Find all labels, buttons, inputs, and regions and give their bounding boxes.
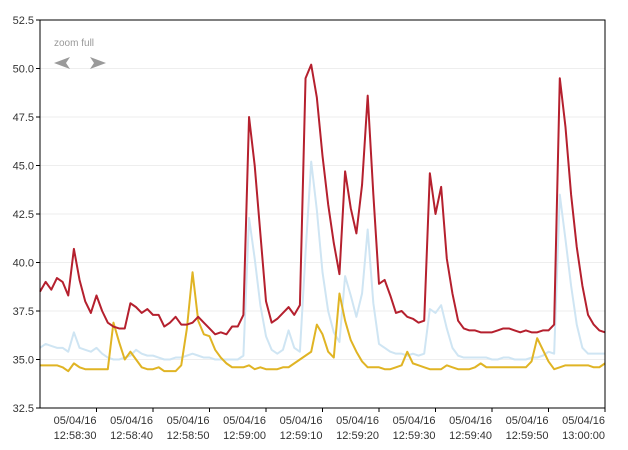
x-tick-date: 05/04/16 bbox=[110, 415, 153, 427]
y-tick-label: 40.0 bbox=[13, 258, 34, 270]
x-tick-time: 12:59:10 bbox=[280, 430, 323, 442]
x-tick-time: 12:59:20 bbox=[336, 430, 379, 442]
y-tick-label: 37.5 bbox=[13, 306, 34, 318]
x-tick-date: 05/04/16 bbox=[506, 415, 549, 427]
x-tick-time: 12:59:30 bbox=[393, 430, 436, 442]
y-tick-label: 42.5 bbox=[13, 209, 34, 221]
x-tick-time: 12:59:00 bbox=[223, 430, 266, 442]
x-tick-time: 13:00:00 bbox=[562, 430, 605, 442]
zoom-full-button[interactable]: zoom full bbox=[54, 38, 94, 49]
x-tick-date: 05/04/16 bbox=[336, 415, 379, 427]
y-tick-label: 45.0 bbox=[13, 161, 34, 173]
series-line-1 bbox=[39, 160, 605, 361]
x-axis: 05/04/16 12:58:30 05/04/16 12:58:40 05/04/16… bbox=[54, 408, 606, 442]
x-tick-time: 12:58:30 bbox=[54, 430, 97, 442]
x-tick-time: 12:59:50 bbox=[506, 430, 549, 442]
x-tick-date: 05/04/16 bbox=[280, 415, 323, 427]
x-tick-time: 12:59:40 bbox=[449, 430, 492, 442]
x-tick-time: 12:58:50 bbox=[167, 430, 210, 442]
x-tick-date: 05/04/16 bbox=[167, 415, 210, 427]
y-tick-label: 35.0 bbox=[13, 355, 34, 367]
arrow-left-icon[interactable] bbox=[54, 57, 70, 69]
x-tick-date: 05/04/16 bbox=[54, 415, 97, 427]
y-tick-label: 50.0 bbox=[13, 64, 34, 76]
arrow-right-icon[interactable] bbox=[90, 57, 106, 69]
x-tick-time: 12:58:40 bbox=[110, 430, 153, 442]
x-tick-date: 05/04/16 bbox=[393, 415, 436, 427]
series-line-0 bbox=[39, 63, 606, 336]
y-tick-label: 52.5 bbox=[13, 15, 34, 27]
y-tick-label: 32.5 bbox=[13, 403, 34, 415]
series-line-2 bbox=[40, 271, 606, 373]
x-tick-date: 05/04/16 bbox=[449, 415, 492, 427]
zoom-controls: zoom full bbox=[54, 38, 106, 69]
y-tick-label: 47.5 bbox=[13, 112, 34, 124]
series-layer bbox=[39, 63, 606, 373]
x-tick-date: 05/04/16 bbox=[223, 415, 266, 427]
y-axis: 52.5 50.0 47.5 45.0 42.5 40.0 37.5 35.0 32.5 bbox=[13, 15, 40, 415]
x-tick-date: 05/04/16 bbox=[562, 415, 605, 427]
